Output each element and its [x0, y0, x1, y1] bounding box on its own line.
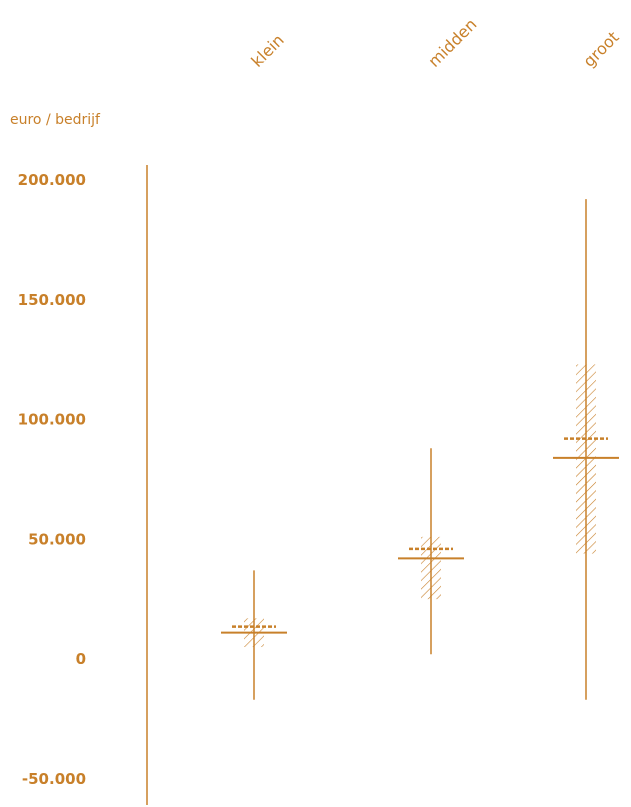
hatched-band	[576, 364, 596, 554]
range-series	[221, 199, 619, 700]
hatched-band	[421, 536, 441, 600]
y-axis-unit-label: euro / bedrijf	[10, 112, 101, 128]
y-tick-labels: 200.000 150.000 100.000 50.000 0 -50.000	[18, 171, 86, 788]
y-tick-label: 100.000	[18, 411, 86, 429]
y-tick-label: 0	[76, 650, 86, 668]
category-labels: klein midden groot	[247, 15, 622, 71]
category-label: midden	[424, 15, 480, 71]
y-tick-label: 150.000	[18, 291, 86, 309]
y-tick-label: 50.000	[28, 530, 86, 548]
y-tick-label: 200.000	[18, 171, 86, 189]
category-label: groot	[579, 28, 622, 71]
y-tick-label: -50.000	[22, 770, 86, 788]
category-label: klein	[247, 30, 287, 70]
